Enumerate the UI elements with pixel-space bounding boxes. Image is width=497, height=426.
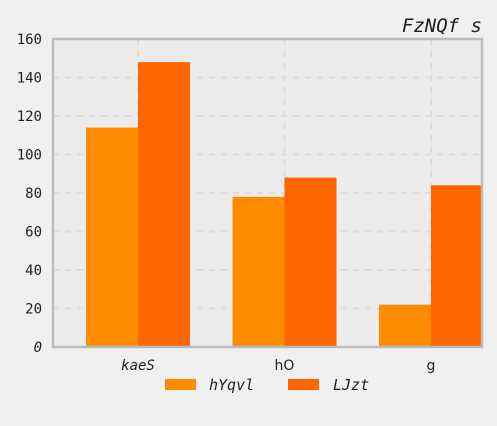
- y-tick-label: 100: [17, 148, 42, 164]
- x-tick-label: g: [427, 358, 436, 374]
- y-tick-label: 120: [17, 109, 42, 125]
- bar-hYqvl-g: [379, 304, 431, 347]
- bars: [86, 62, 483, 347]
- y-axis-ticks: 0 20 40 60 80 100 120 140 160: [17, 32, 42, 356]
- y-tick-label: 40: [25, 263, 42, 279]
- y-tick-label: 60: [25, 225, 42, 241]
- legend: hYqvl LJzt: [165, 376, 369, 394]
- bar-LJzt-hO: [284, 177, 337, 347]
- legend-swatch-hYqvl: [165, 379, 196, 390]
- x-tick-label: kaeS: [121, 358, 155, 374]
- y-tick-label: 20: [25, 302, 42, 318]
- y-tick-label: 140: [17, 71, 42, 87]
- y-tick-label: 160: [17, 32, 42, 48]
- legend-label-LJzt: LJzt: [333, 376, 369, 394]
- bar-LJzt-kaeS: [138, 62, 190, 347]
- bar-hYqvl-hO: [232, 196, 285, 347]
- bar-LJzt-g: [431, 185, 483, 347]
- legend-swatch-LJzt: [288, 379, 319, 390]
- chart-title: FzNQf s: [402, 15, 482, 37]
- bar-hYqvl-kaeS: [86, 127, 138, 347]
- legend-label-hYqvl: hYqvl: [209, 376, 254, 394]
- plot-frame: [51, 37, 484, 349]
- y-tick-label: 0: [34, 340, 42, 356]
- y-tick-label: 80: [25, 186, 42, 202]
- x-tick-label: hO: [275, 358, 295, 374]
- x-axis-ticks: kaeS hO g: [121, 358, 435, 374]
